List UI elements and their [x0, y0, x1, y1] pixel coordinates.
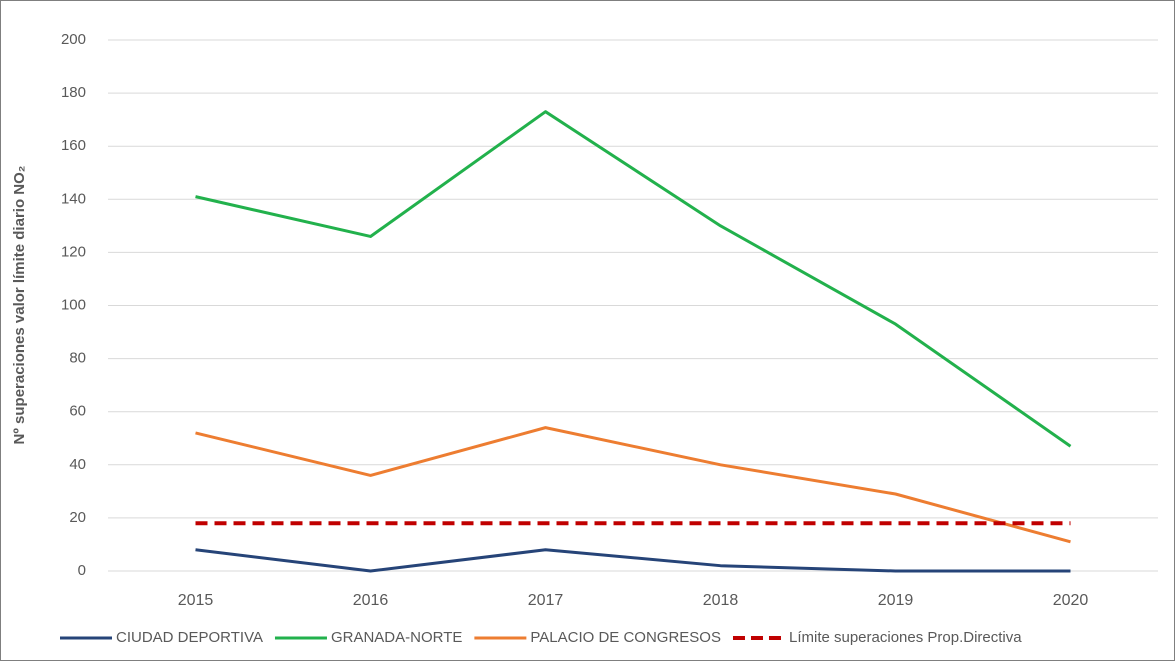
legend-label: Límite superaciones Prop.Directiva [789, 629, 1022, 646]
series-line [195, 110, 1072, 448]
legend-label: PALACIO DE CONGRESOS [530, 629, 721, 646]
legend-label: GRANADA-NORTE [331, 629, 462, 646]
y-tick-label: 120 [61, 243, 86, 260]
x-tick-label: 2017 [528, 592, 564, 609]
y-axis-label: Nº superaciones valor límite diario NO₂ [11, 166, 28, 445]
y-tick-label: 180 [61, 84, 86, 101]
x-tick-label: 2018 [703, 592, 739, 609]
y-tick-label: 60 [69, 403, 86, 420]
x-tick-label: 2020 [1053, 592, 1089, 609]
y-tick-label: 20 [69, 509, 86, 526]
x-tick-label: 2015 [178, 592, 214, 609]
y-tick-label: 140 [61, 190, 86, 207]
x-tick-label: 2016 [353, 592, 389, 609]
y-tick-label: 160 [61, 137, 86, 154]
y-tick-label: 100 [61, 296, 86, 313]
series-line [195, 426, 1071, 544]
x-tick-label: 2019 [878, 592, 914, 609]
legend-label: CIUDAD DEPORTIVA [116, 629, 263, 646]
y-tick-label: 200 [61, 31, 86, 48]
series-line [195, 548, 1071, 573]
y-tick-label: 80 [69, 350, 86, 367]
y-tick-label: 40 [69, 456, 86, 473]
y-tick-label: 0 [78, 562, 86, 579]
